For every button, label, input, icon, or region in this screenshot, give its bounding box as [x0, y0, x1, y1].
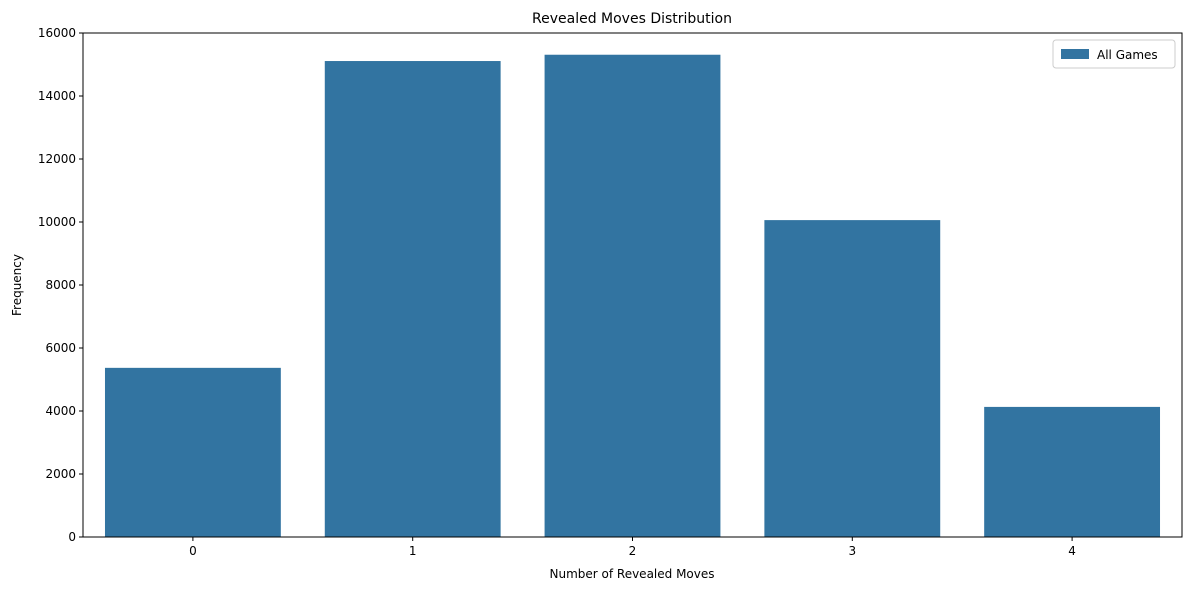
y-tick-label-14000: 14000 [38, 89, 76, 103]
bar-0 [104, 367, 281, 537]
y-tick-label-10000: 10000 [38, 215, 76, 229]
bar-2 [544, 54, 721, 538]
bar-1 [324, 61, 501, 537]
x-tick-label-3: 3 [848, 544, 856, 558]
y-tick-label-0: 0 [68, 530, 76, 544]
bar-4 [984, 406, 1161, 537]
y-tick-label-6000: 6000 [45, 341, 76, 355]
x-axis-label: Number of Revealed Moves [550, 567, 715, 581]
y-tick-label-16000: 16000 [38, 26, 76, 40]
x-axis-ticks: 0 1 2 3 4 [189, 537, 1076, 558]
y-tick-label-12000: 12000 [38, 152, 76, 166]
y-tick-label-8000: 8000 [45, 278, 76, 292]
y-tick-label-4000: 4000 [45, 404, 76, 418]
x-tick-label-2: 2 [629, 544, 637, 558]
x-tick-label-1: 1 [409, 544, 417, 558]
y-axis-label: Frequency [10, 254, 24, 316]
bars-group [104, 54, 1161, 538]
x-tick-label-0: 0 [189, 544, 197, 558]
y-axis-ticks: 0 2000 4000 6000 8000 10000 12000 14000 16000 [38, 26, 83, 544]
legend-swatch-all-games [1061, 49, 1089, 59]
chart-title: Revealed Moves Distribution [532, 11, 732, 27]
legend: All Games [1052, 39, 1176, 69]
y-tick-label-2000: 2000 [45, 467, 76, 481]
plot-frame [82, 32, 1183, 538]
legend-label-all-games: All Games [1097, 48, 1158, 62]
x-tick-label-4: 4 [1068, 544, 1076, 558]
bar-3 [764, 220, 941, 538]
legend-frame [1052, 39, 1176, 69]
